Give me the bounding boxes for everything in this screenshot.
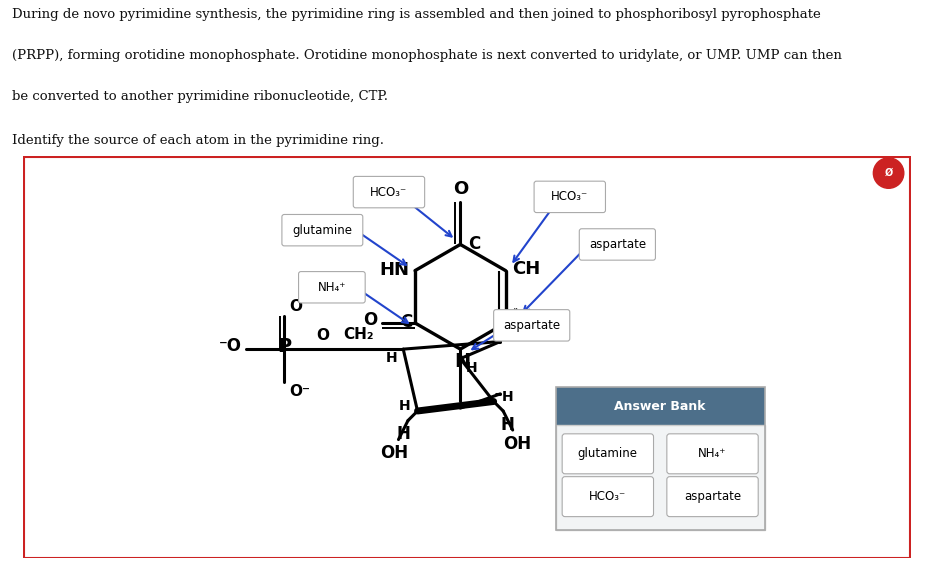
Circle shape	[873, 158, 904, 188]
Text: glutamine: glutamine	[578, 448, 638, 461]
Text: Identify the source of each atom in the pyrimidine ring.: Identify the source of each atom in the …	[12, 134, 384, 147]
Text: aspartate: aspartate	[588, 238, 646, 251]
Text: (PRPP), forming orotidine monophosphate. Orotidine monophosphate is next convert: (PRPP), forming orotidine monophosphate.…	[12, 48, 842, 61]
FancyBboxPatch shape	[556, 425, 765, 530]
Text: CH₂: CH₂	[344, 328, 374, 342]
Text: OH: OH	[379, 444, 408, 462]
Text: O: O	[289, 299, 302, 314]
FancyBboxPatch shape	[494, 310, 570, 341]
Text: O: O	[504, 324, 517, 339]
Text: H: H	[466, 360, 477, 374]
Text: HCO₃⁻: HCO₃⁻	[551, 190, 588, 203]
FancyBboxPatch shape	[556, 387, 765, 425]
Text: CH: CH	[513, 260, 541, 278]
FancyBboxPatch shape	[23, 157, 911, 557]
FancyBboxPatch shape	[282, 215, 362, 246]
Text: glutamine: glutamine	[292, 224, 352, 236]
FancyBboxPatch shape	[579, 229, 656, 260]
Text: Ø: Ø	[884, 168, 893, 178]
Text: aspartate: aspartate	[684, 490, 741, 503]
Text: O: O	[362, 311, 377, 329]
Text: be converted to another pyrimidine ribonucleotide, CTP.: be converted to another pyrimidine ribon…	[12, 90, 388, 102]
Text: H: H	[502, 390, 513, 404]
Text: C: C	[400, 313, 412, 331]
Text: C: C	[468, 235, 480, 252]
FancyBboxPatch shape	[299, 271, 365, 303]
FancyBboxPatch shape	[667, 477, 758, 517]
Text: CH: CH	[513, 316, 541, 334]
Text: N: N	[454, 352, 471, 371]
Text: HCO₃⁻: HCO₃⁻	[589, 490, 627, 503]
FancyBboxPatch shape	[353, 176, 425, 208]
Text: H: H	[396, 425, 410, 443]
Text: H: H	[398, 399, 410, 413]
Text: ⁻O: ⁻O	[219, 337, 242, 355]
Text: O: O	[453, 180, 468, 198]
Text: O⁻: O⁻	[289, 385, 310, 399]
Text: H: H	[386, 351, 398, 365]
Text: O: O	[316, 328, 329, 343]
Text: NH₄⁺: NH₄⁺	[318, 281, 347, 294]
Text: OH: OH	[503, 435, 531, 453]
Text: Answer Bank: Answer Bank	[615, 400, 706, 413]
FancyBboxPatch shape	[667, 434, 758, 474]
Text: aspartate: aspartate	[503, 319, 560, 332]
FancyBboxPatch shape	[562, 477, 654, 517]
Text: ‖: ‖	[513, 307, 517, 318]
FancyBboxPatch shape	[534, 181, 605, 213]
Text: P: P	[277, 337, 291, 356]
Text: HN: HN	[379, 261, 409, 279]
FancyBboxPatch shape	[562, 434, 654, 474]
Text: HCO₃⁻: HCO₃⁻	[371, 186, 407, 199]
Text: During de novo pyrimidine synthesis, the pyrimidine ring is assembled and then j: During de novo pyrimidine synthesis, the…	[12, 7, 821, 21]
Text: NH₄⁺: NH₄⁺	[699, 448, 727, 461]
Text: H: H	[501, 415, 515, 434]
